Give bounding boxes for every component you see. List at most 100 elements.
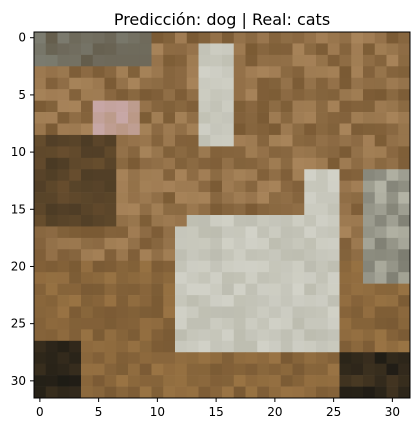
pixel xyxy=(69,386,82,399)
pixel xyxy=(175,66,188,79)
pixel xyxy=(363,237,376,250)
pixel xyxy=(175,77,188,90)
pixel xyxy=(139,180,152,193)
pixel xyxy=(128,352,141,364)
pixel xyxy=(69,134,82,147)
pixel xyxy=(363,295,376,307)
pixel xyxy=(34,112,47,124)
pixel xyxy=(57,32,70,44)
pixel xyxy=(351,146,364,159)
pixel xyxy=(245,203,258,216)
pixel xyxy=(257,146,270,159)
pixel xyxy=(45,157,58,170)
pixel xyxy=(104,134,117,147)
pixel xyxy=(245,77,258,90)
pixel xyxy=(374,352,387,364)
pixel xyxy=(57,89,70,101)
pixel xyxy=(57,226,70,239)
pixel xyxy=(139,89,152,101)
pixel xyxy=(69,112,82,124)
pixel xyxy=(257,237,270,250)
pixel xyxy=(386,237,399,250)
pixel xyxy=(128,134,141,147)
pixel xyxy=(245,226,258,239)
pixel xyxy=(210,43,223,56)
pixel xyxy=(81,89,94,101)
pixel xyxy=(398,100,411,113)
pixel xyxy=(374,157,387,170)
pixel xyxy=(163,100,176,113)
pixel xyxy=(34,169,47,181)
pixel xyxy=(128,77,141,90)
pixel xyxy=(316,112,329,124)
pixel xyxy=(351,66,364,79)
pixel xyxy=(57,375,70,387)
pixel xyxy=(128,112,141,124)
pixel xyxy=(327,283,340,296)
pixel xyxy=(175,386,188,399)
pixel xyxy=(269,89,282,101)
pixel xyxy=(269,66,282,79)
pixel xyxy=(292,237,305,250)
pixel xyxy=(104,375,117,387)
pixel xyxy=(45,352,58,364)
pixel xyxy=(316,295,329,307)
pixel xyxy=(34,146,47,159)
pixel xyxy=(116,329,129,342)
pixel xyxy=(139,32,152,44)
pixel xyxy=(81,352,94,364)
pixel xyxy=(374,43,387,56)
pixel xyxy=(386,317,399,330)
pixel xyxy=(104,157,117,170)
pixel xyxy=(81,100,94,113)
pixel xyxy=(292,226,305,239)
pixel xyxy=(163,146,176,159)
pixel xyxy=(186,112,199,124)
pixel xyxy=(151,89,164,101)
pixel xyxy=(198,340,211,353)
pixel xyxy=(316,157,329,170)
pixel xyxy=(151,215,164,227)
pixel xyxy=(233,237,246,250)
y-tick-label: 5 xyxy=(18,88,26,102)
pixel xyxy=(374,134,387,147)
pixel xyxy=(151,352,164,364)
pixel xyxy=(339,386,352,399)
pixel xyxy=(139,66,152,79)
pixel xyxy=(151,363,164,376)
pixel xyxy=(269,317,282,330)
pixel xyxy=(139,386,152,399)
pixel xyxy=(81,180,94,193)
pixel xyxy=(351,260,364,273)
pixel xyxy=(222,317,235,330)
pixel xyxy=(245,306,258,319)
pixel xyxy=(116,112,129,124)
pixel xyxy=(210,32,223,44)
pixel xyxy=(269,237,282,250)
pixel xyxy=(304,249,317,262)
pixel xyxy=(363,77,376,90)
pixel xyxy=(116,317,129,330)
pixel xyxy=(186,123,199,136)
pixel xyxy=(198,146,211,159)
pixel xyxy=(292,386,305,399)
pixel xyxy=(104,43,117,56)
pixel xyxy=(186,306,199,319)
pixel xyxy=(128,306,141,319)
pixel xyxy=(374,66,387,79)
pixel xyxy=(116,180,129,193)
pixel xyxy=(45,295,58,307)
pixel xyxy=(327,249,340,262)
pixel xyxy=(198,317,211,330)
pixel xyxy=(363,306,376,319)
pixel xyxy=(257,77,270,90)
pixel xyxy=(386,43,399,56)
pixel xyxy=(151,249,164,262)
pixel xyxy=(163,260,176,273)
pixel xyxy=(398,180,411,193)
pixel xyxy=(280,89,293,101)
pixel xyxy=(257,352,270,364)
y-axis: 0 5 10 15 20 25 30 xyxy=(11,31,34,388)
pixel xyxy=(316,54,329,67)
pixel xyxy=(57,306,70,319)
